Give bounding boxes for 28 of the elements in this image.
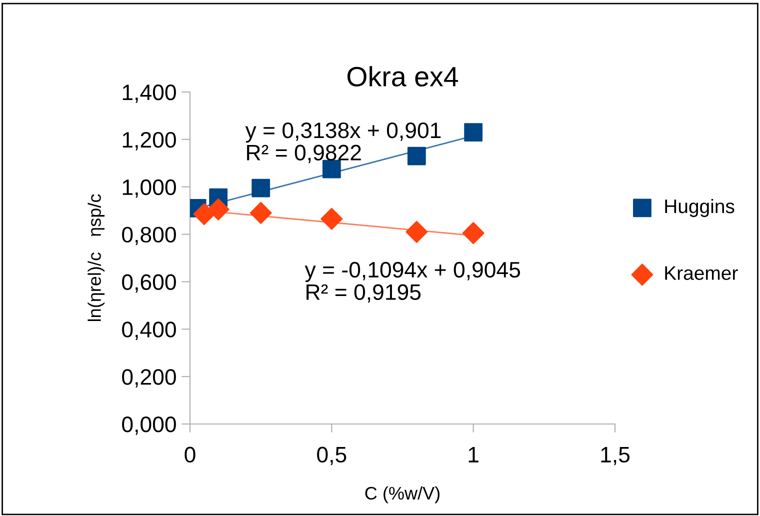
point: [406, 220, 428, 243]
annotation: y = 0,3138x + 0,901 R² = 0,9822: [245, 122, 441, 164]
point: [407, 146, 426, 166]
y-tick-label: 0,600: [122, 274, 176, 293]
point: [320, 208, 343, 230]
point: [464, 123, 483, 142]
point: [462, 222, 484, 244]
y-tick-label: 1,200: [122, 132, 176, 150]
point: [250, 202, 272, 224]
x-tick-label: 0: [184, 446, 196, 463]
x-axis-title: C (%w/V): [365, 486, 440, 504]
y-tick-label: 0,800: [122, 226, 176, 246]
x-tick-label: 0,5: [317, 446, 346, 466]
x-tick-label: 1: [468, 447, 478, 462]
x-tick-label: 1,5: [601, 447, 630, 466]
point: [252, 178, 270, 198]
y-tick-label: 0,200: [122, 369, 176, 388]
y-axis-title: ln(ηrel)/c ηsp/c: [88, 194, 105, 321]
y-tick-label: 1,400: [122, 84, 176, 103]
legend-label: Huggins: [665, 198, 734, 218]
annotation: y = -0,1094x + 0,9045 R² = 0,9195: [304, 262, 520, 303]
y-tick-label: 0,400: [122, 322, 176, 340]
chart-title: Okra ex4: [347, 66, 458, 87]
legend-label: Kraemer: [665, 266, 738, 280]
y-tick-label: 1,000: [122, 179, 176, 198]
point: [207, 198, 230, 220]
y-tick-label: 0,000: [122, 416, 176, 435]
point: [193, 203, 216, 226]
